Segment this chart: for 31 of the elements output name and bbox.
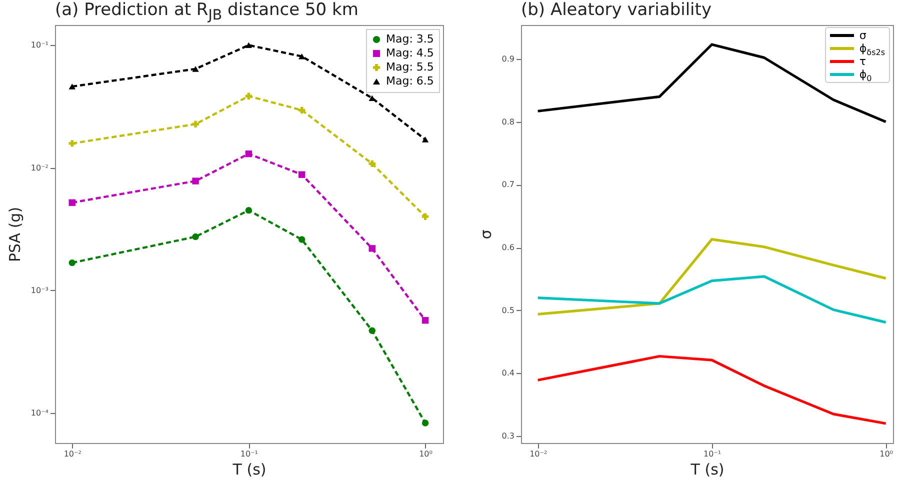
legend-label: σ <box>859 29 866 42</box>
x-tick-label: 10⁰ <box>880 450 893 458</box>
y-tick-label: 10⁻³ <box>30 286 48 295</box>
y-axis-title: PSA (g) <box>6 206 24 262</box>
y-axis-title: σ <box>476 229 495 240</box>
legend-label: Mag: 6.5 <box>386 74 434 88</box>
x-axis-title: T (s) <box>690 460 724 478</box>
chart-title: (b) Aleatory variability <box>521 0 712 20</box>
y-tick-label: 10⁻² <box>30 163 48 172</box>
x-axis-title: T (s) <box>232 460 266 478</box>
y-tick-label: 0.9 <box>502 54 514 64</box>
x-tick-label: 10⁰ <box>419 450 432 458</box>
y-tick-label: 10⁻⁴ <box>30 408 48 418</box>
legend-label: ϕ$_{0}$ <box>859 68 872 84</box>
legend-label: τ <box>859 55 866 68</box>
legend-label: ϕ$_{δs2s}$ <box>859 42 885 58</box>
y-tick-label: 0.4 <box>502 368 514 378</box>
y-tick-label: 0.8 <box>502 117 514 126</box>
legend-label: Mag: 5.5 <box>386 60 434 74</box>
y-tick-label: 0.6 <box>502 243 514 252</box>
y-tick-label: 10⁻¹ <box>30 40 48 50</box>
chart-title: (a) Prediction at R$_{JB}$ distance 50 km <box>55 0 358 24</box>
y-tick-label: 0.5 <box>502 306 514 315</box>
x-tick-label: 10⁻² <box>530 450 548 458</box>
legend-label: Mag: 3.5 <box>386 32 434 46</box>
y-tick-label: 0.7 <box>502 180 514 190</box>
x-tick-label: 10⁻² <box>64 450 82 458</box>
x-tick-label: 10⁻¹ <box>704 450 722 458</box>
y-tick-label: 0.3 <box>502 432 514 441</box>
x-tick-label: 10⁻¹ <box>240 450 258 458</box>
legend-label: Mag: 4.5 <box>386 46 434 60</box>
